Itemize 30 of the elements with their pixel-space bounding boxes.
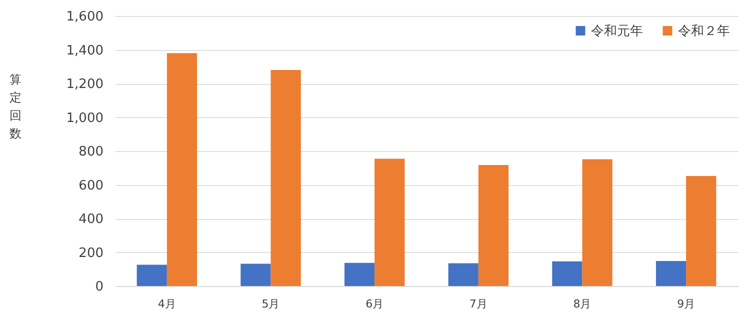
legend-label: 令和元年 — [591, 24, 643, 39]
bar — [656, 261, 686, 286]
bar — [374, 158, 405, 286]
x-tick-label: 8月 — [573, 298, 592, 310]
bar — [240, 264, 271, 286]
x-tick-label: 9月 — [677, 298, 696, 310]
x-tick-label: 5月 — [262, 298, 280, 310]
y-axis-title: 算定回数 — [10, 72, 22, 140]
x-tick-label: 4月 — [158, 298, 176, 310]
bar — [166, 53, 198, 286]
bar — [270, 70, 301, 286]
y-tick-label: 1,400 — [66, 43, 104, 58]
y-tick-label: 1,200 — [66, 77, 104, 92]
y-tick-label: 0 — [95, 280, 104, 294]
bar — [552, 261, 582, 286]
bar — [478, 165, 509, 286]
bar — [344, 262, 375, 286]
y-tick-label: 600 — [78, 178, 104, 194]
bar — [448, 263, 478, 286]
legend-label: 令和２年 — [678, 24, 730, 39]
y-tick-label: 800 — [78, 144, 104, 160]
x-tick-label: 6月 — [366, 298, 384, 310]
x-tick-label: 7月 — [469, 298, 488, 310]
y-tick-label: 1,000 — [66, 110, 104, 126]
y-tick-label: 1,600 — [66, 10, 104, 24]
y-tick-label: 400 — [78, 212, 104, 227]
bar — [136, 264, 167, 286]
bar — [686, 176, 716, 286]
y-tick-label: 200 — [78, 246, 104, 261]
bar — [582, 159, 612, 286]
